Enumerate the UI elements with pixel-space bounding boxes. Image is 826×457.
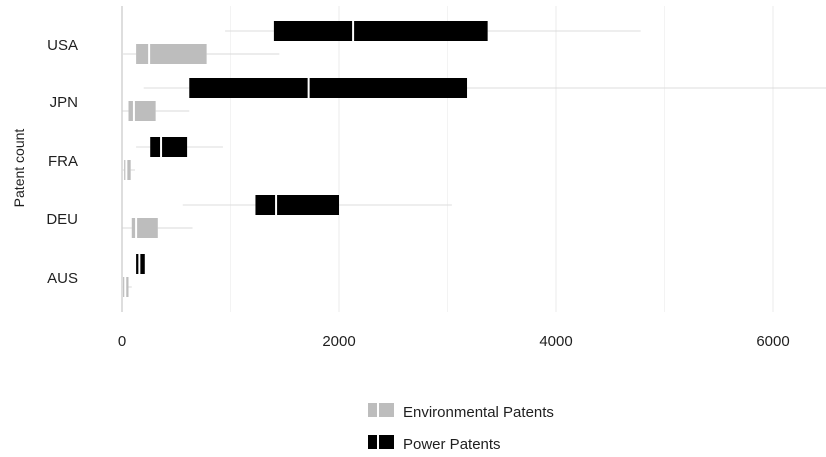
box [255,195,339,215]
y-tick-label: USA [47,37,78,54]
box [150,137,188,157]
y-axis-title: Patent count [11,129,27,208]
boxplot-marks [122,21,826,297]
box [136,44,207,64]
y-tick-label: DEU [46,211,78,228]
legend-swatch [368,403,394,417]
x-tick-label: 4000 [539,333,572,350]
y-tick-label: JPN [50,94,78,111]
box [124,160,131,180]
box [136,254,145,274]
y-tick-label: AUS [47,270,78,287]
x-tick-label: 2000 [322,333,355,350]
y-tick-label: FRA [48,153,78,170]
x-tick-label: 0 [118,333,126,350]
axis-ticks: 0 2000 4000 6000 USA JPN FRA DEU AUS [46,37,789,350]
box [273,21,488,41]
legend-label: Environmental Patents [403,404,554,421]
box [189,78,468,98]
legend-label: Power Patents [403,436,501,453]
box [128,101,156,121]
legend-swatch [368,435,394,449]
box [131,218,158,238]
x-tick-label: 6000 [756,333,789,350]
legend: Environmental Patents Power Patents [368,403,554,453]
grid-lines [121,6,774,312]
